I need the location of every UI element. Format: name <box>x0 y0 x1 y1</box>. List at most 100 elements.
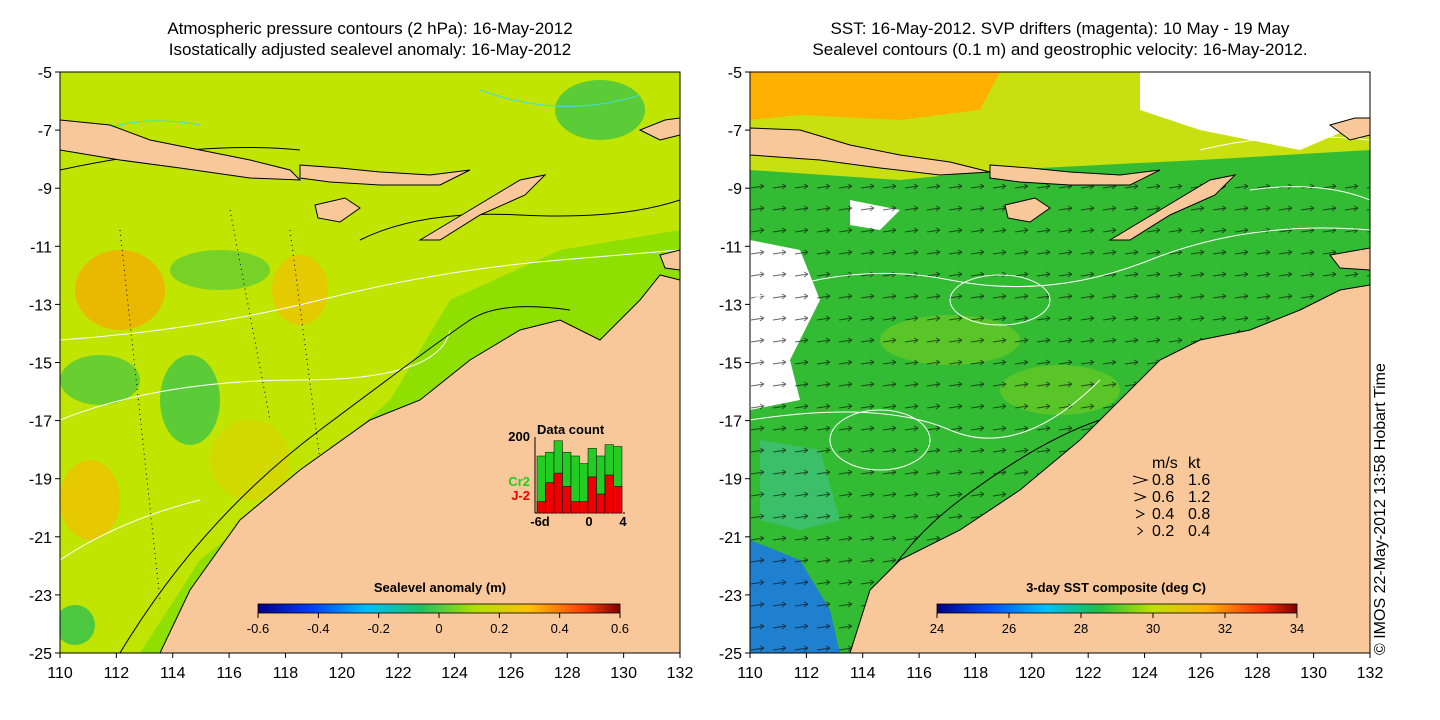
sla-white-contour-2 <box>60 329 451 421</box>
timor-land-sst <box>1108 174 1237 241</box>
sla-colorbar-tick-label: 0.6 <box>611 621 629 636</box>
left-y-tick-label: -19 <box>29 472 52 489</box>
velocity-legend-arrow <box>1132 475 1149 485</box>
credit-text: © IMOS 22-May-2012 13:58 Hobart Time <box>1372 363 1389 655</box>
islands-east <box>638 117 680 141</box>
sst-cloud-northeast <box>1140 72 1370 150</box>
sst-colorbar-tick-label: 26 <box>1002 621 1016 636</box>
sst-colorbar-label: 3-day SST composite (deg C) <box>1026 580 1206 595</box>
data-count-bar-j2 <box>579 501 589 514</box>
velocity-legend-kt-value: 0.4 <box>1188 523 1210 540</box>
data-count-bar-j2 <box>545 482 555 514</box>
left-x-tick-label: 128 <box>554 665 581 682</box>
sla-colorbar-label: Sealevel anomaly (m) <box>374 580 506 595</box>
sst-colorbar-tick-label: 24 <box>930 621 944 636</box>
pressure-contour-1 <box>359 199 680 241</box>
left-title-line2: Isostatically adjusted sealevel anomaly:… <box>168 40 572 59</box>
right-x-tick-label: 122 <box>1075 665 1102 682</box>
right-x-tick-label: 118 <box>963 665 989 682</box>
sst-contour-eddy-2 <box>949 274 1051 326</box>
data-count-bar-j2 <box>587 476 597 514</box>
sla-low-3 <box>555 80 645 140</box>
right-title: SST: 16-May-2012. SVP drifters (magenta)… <box>740 18 1380 60</box>
islands-southeast-sst <box>1329 247 1370 271</box>
sla-high-3 <box>60 460 120 540</box>
sumba-land <box>314 197 361 223</box>
sst-colorbar-tick-label: 34 <box>1290 621 1304 636</box>
sla-low-1 <box>160 355 220 445</box>
left-y-tick-label: -11 <box>30 239 52 256</box>
left-y-tick-label: -25 <box>29 646 52 663</box>
velocity-legend-kt-value: 1.2 <box>1188 489 1210 506</box>
left-y-tick-label: -7 <box>38 123 52 140</box>
right-x-tick-label: 110 <box>737 665 763 682</box>
right-y-tick-label: -11 <box>720 239 742 256</box>
velocity-legend-kt-value: 0.8 <box>1188 506 1210 523</box>
sst-colorbar-bar <box>936 603 1298 614</box>
sla-high-4 <box>210 420 290 500</box>
java-land <box>60 119 302 181</box>
left-title-line1: Atmospheric pressure contours (2 hPa): 1… <box>167 19 573 38</box>
map-axes: 110 112 114 116 118 120 122 124 126 128 130 132 -5 -7… <box>29 65 1384 682</box>
sst-colorbar: 3-day SST composite (deg C) 24 26 28 30 32 34 <box>930 580 1304 636</box>
islands-southeast <box>659 249 680 271</box>
data-count-title: Data count <box>537 422 605 437</box>
left-title: Atmospheric pressure contours (2 hPa): 1… <box>60 18 680 60</box>
nusa-tenggara-land-sst <box>989 164 1161 186</box>
left-y-tick-label: -21 <box>29 530 52 547</box>
left-y-tick-label: -13 <box>29 297 52 314</box>
sla-low-4 <box>60 605 95 645</box>
velocity-legend-kt-header: kt <box>1188 455 1201 472</box>
left-y-tick-label: -17 <box>29 414 52 431</box>
sla-colorbar-tick-label: -0.2 <box>367 621 389 636</box>
sla-white-contour-3 <box>60 499 201 561</box>
timor-land <box>418 174 547 241</box>
right-y-tick-label: -7 <box>728 123 742 140</box>
sla-low-2 <box>60 355 140 405</box>
sla-colorbar-tick-label: 0.4 <box>551 621 569 636</box>
velocity-legend-ms-header: m/s <box>1152 455 1178 472</box>
data-count-xlabel-start: -6d <box>530 514 550 529</box>
data-count-bar-j2 <box>613 486 623 514</box>
right-x-tick-label: 114 <box>850 665 876 682</box>
right-x-tick-label: 124 <box>1131 665 1158 682</box>
right-title-line1: SST: 16-May-2012. SVP drifters (magenta)… <box>830 19 1290 38</box>
legend-cr2: Cr2 <box>508 474 530 489</box>
sla-colorbar-bar <box>257 603 621 614</box>
australia-land-sst <box>849 284 1370 653</box>
right-x-tick-label: 128 <box>1244 665 1271 682</box>
sumba-land-sst <box>1004 197 1051 223</box>
left-x-tick-label: 118 <box>273 665 299 682</box>
sla-colorbar-tick-label: -0.6 <box>247 621 269 636</box>
left-y-tick-label: -5 <box>38 65 52 82</box>
sst-colorbar-tick-label: 32 <box>1218 621 1232 636</box>
sla-map <box>60 72 680 653</box>
left-y-tick-label: -9 <box>38 181 52 198</box>
data-count-bar-j2 <box>562 486 572 514</box>
right-x-tick-label: 132 <box>1357 665 1384 682</box>
pressure-dotted-contours <box>119 209 321 601</box>
left-y-tick-label: -15 <box>29 356 52 373</box>
left-x-tick-label: 132 <box>667 665 694 682</box>
legend-j2: J-2 <box>511 488 530 503</box>
right-y-tick-label: -5 <box>728 65 742 82</box>
sla-white-contour-1 <box>60 249 680 341</box>
pressure-contour-3 <box>119 306 571 653</box>
data-count-bar-j2 <box>536 501 546 514</box>
velocity-legend-arrow <box>1135 509 1146 519</box>
velocity-legend-kt-value: 1.6 <box>1188 472 1210 489</box>
sst-contour-eddy-1 <box>829 409 931 471</box>
velocity-legend-ms-value: 0.8 <box>1152 472 1174 489</box>
sla-high-2 <box>272 255 328 325</box>
left-x-tick-label: 114 <box>160 665 186 682</box>
right-x-tick-label: 112 <box>794 665 820 682</box>
right-y-tick-label: -13 <box>719 297 742 314</box>
right-title-line2: Sealevel contours (0.1 m) and geostrophi… <box>812 40 1308 59</box>
islands-east-sst <box>1328 117 1370 141</box>
data-count-inset: Data count 200 Cr2 J-2 -6d 0 4 <box>508 422 627 529</box>
data-count-bar-j2 <box>553 472 563 514</box>
data-count-xlabel-end: 4 <box>619 514 627 529</box>
velocity-legend-arrow <box>1134 492 1147 502</box>
right-y-tick-label: -15 <box>719 356 742 373</box>
